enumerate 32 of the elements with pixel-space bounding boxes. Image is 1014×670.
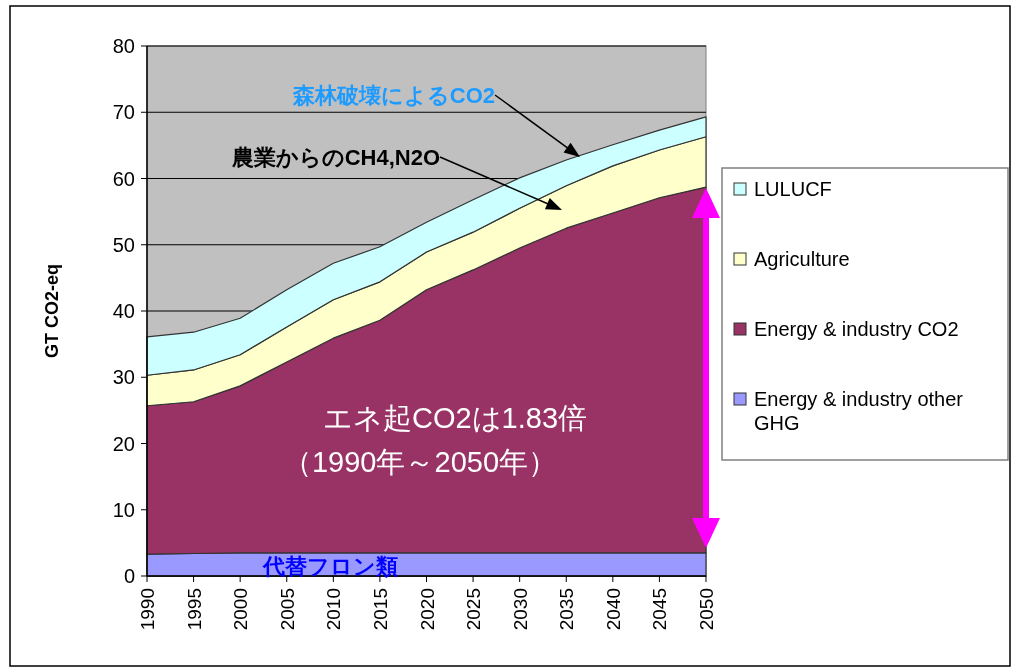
y-tick-label: 10	[112, 498, 135, 521]
annotation: （1990年～2050年）	[282, 446, 558, 478]
x-tick-label: 2020	[416, 588, 438, 631]
x-tick-label: 1995	[183, 588, 205, 631]
legend-label: LULUCF	[754, 178, 832, 200]
y-tick-label: 80	[112, 35, 135, 57]
annotation: 森林破壊によるCO2	[291, 83, 495, 108]
x-tick-label: 2030	[509, 588, 531, 631]
x-tick-label: 2035	[556, 588, 578, 631]
y-tick-label: 70	[112, 101, 135, 124]
y-axis-title: GT CO2-eq	[42, 263, 62, 359]
x-tick-label: 2005	[276, 588, 298, 631]
y-tick-label: 50	[112, 233, 135, 256]
x-tick-label: 2050	[696, 588, 717, 631]
x-tick-label: 2025	[463, 588, 485, 631]
x-tick-label: 2045	[649, 588, 671, 631]
y-tick-label: 0	[123, 565, 135, 587]
y-tick-label: 60	[112, 167, 135, 190]
y-tick-label: 40	[112, 300, 135, 322]
annotation: エネ起CO2は1.83倍	[322, 402, 588, 434]
y-tick-label: 20	[112, 432, 135, 455]
annotation: 代替フロン類	[261, 554, 398, 579]
x-tick-label: 1990	[137, 588, 158, 631]
legend-label: Agriculture	[754, 248, 850, 270]
x-tick-label: 2000	[230, 588, 252, 631]
x-tick-label: 2040	[602, 588, 624, 631]
legend-label: Energy & industry other GHG	[754, 388, 964, 434]
annotation: 農業からのCH4,N2O	[230, 145, 440, 170]
legend-label: Energy & industry CO2	[754, 318, 959, 340]
x-tick-label: 2015	[369, 588, 391, 631]
x-tick-label: 2010	[323, 588, 345, 631]
y-tick-label: 30	[112, 366, 135, 389]
